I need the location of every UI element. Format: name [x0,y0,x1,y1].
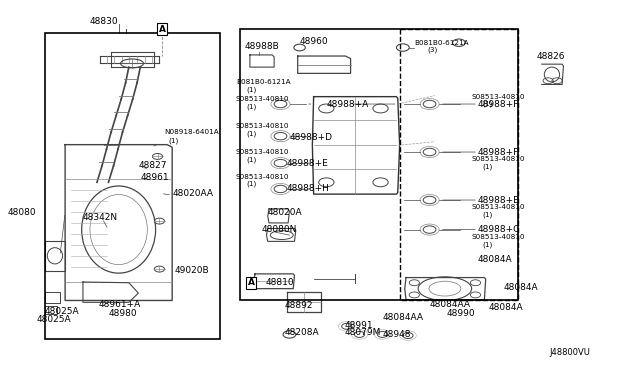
Text: 48948: 48948 [383,330,411,339]
Text: 48991: 48991 [344,321,373,330]
Text: S08513-40810: S08513-40810 [236,174,289,180]
Text: 48080N: 48080N [261,225,297,234]
Bar [45,33,220,339]
Text: (1): (1) [246,156,257,163]
Text: 48020A: 48020A [268,208,302,217]
Text: (1): (1) [168,138,179,144]
Text: S08513-40810: S08513-40810 [236,96,289,102]
Text: S08513-40810: S08513-40810 [472,234,525,240]
Text: 48827: 48827 [138,161,167,170]
Text: 48079M: 48079M [344,328,381,337]
Text: 48025A: 48025A [36,315,71,324]
Text: 48990: 48990 [446,309,475,318]
Text: 48961+A: 48961+A [99,300,141,309]
Text: (1): (1) [483,101,493,107]
Text: A: A [248,278,255,287]
Text: (1): (1) [246,86,257,93]
Text: 48988+H: 48988+H [287,185,330,193]
Text: B081B0-6121A: B081B0-6121A [236,79,291,85]
Text: 48342N: 48342N [83,213,118,222]
Text: (1): (1) [246,181,257,187]
Text: S08513-40810: S08513-40810 [236,149,289,155]
Text: 48208A: 48208A [285,328,319,337]
Text: 48988+E: 48988+E [287,158,328,168]
Text: S08513-40810: S08513-40810 [472,94,525,100]
Text: 48988+D: 48988+D [289,133,332,142]
Text: 48892: 48892 [285,301,314,311]
Text: 48020AA: 48020AA [172,189,213,198]
Text: B081B0-6121A: B081B0-6121A [414,40,469,46]
Text: 48988B: 48988B [245,42,280,51]
Text: (3): (3) [427,47,437,53]
Text: 48988+A: 48988+A [326,100,369,109]
Text: S08513-40810: S08513-40810 [472,156,525,163]
Text: 48988+F: 48988+F [478,100,519,109]
Text: 48830: 48830 [90,17,118,26]
Text: 48988+F: 48988+F [478,148,519,157]
Text: 48988+B: 48988+B [478,196,520,205]
Text: 48084A: 48084A [504,283,538,292]
Bar [399,29,518,301]
Text: 48810: 48810 [266,278,294,287]
Text: N08918-6401A: N08918-6401A [164,129,219,135]
Text: 48084A: 48084A [489,302,524,312]
Text: 48961: 48961 [140,173,169,182]
Text: 48084A: 48084A [478,254,513,264]
Text: 48960: 48960 [300,37,328,46]
Text: 48084AA: 48084AA [383,312,424,321]
Text: J48800VU: J48800VU [549,349,590,357]
Text: (1): (1) [246,130,257,137]
Text: 48988+C: 48988+C [478,225,520,234]
Text: S08513-40810: S08513-40810 [236,123,289,129]
Text: (1): (1) [483,164,493,170]
Text: 49020B: 49020B [175,266,209,275]
Text: 48080: 48080 [8,208,36,217]
Text: (1): (1) [483,241,493,248]
Text: 48980: 48980 [108,309,137,318]
Text: 48025A: 48025A [45,307,79,316]
Bar [241,29,518,301]
Text: (1): (1) [483,212,493,218]
Text: 48826: 48826 [537,52,565,61]
Text: S08513-40810: S08513-40810 [472,205,525,211]
Text: 48084AA: 48084AA [429,300,470,310]
Text: A: A [159,25,166,33]
Text: (1): (1) [246,103,257,110]
